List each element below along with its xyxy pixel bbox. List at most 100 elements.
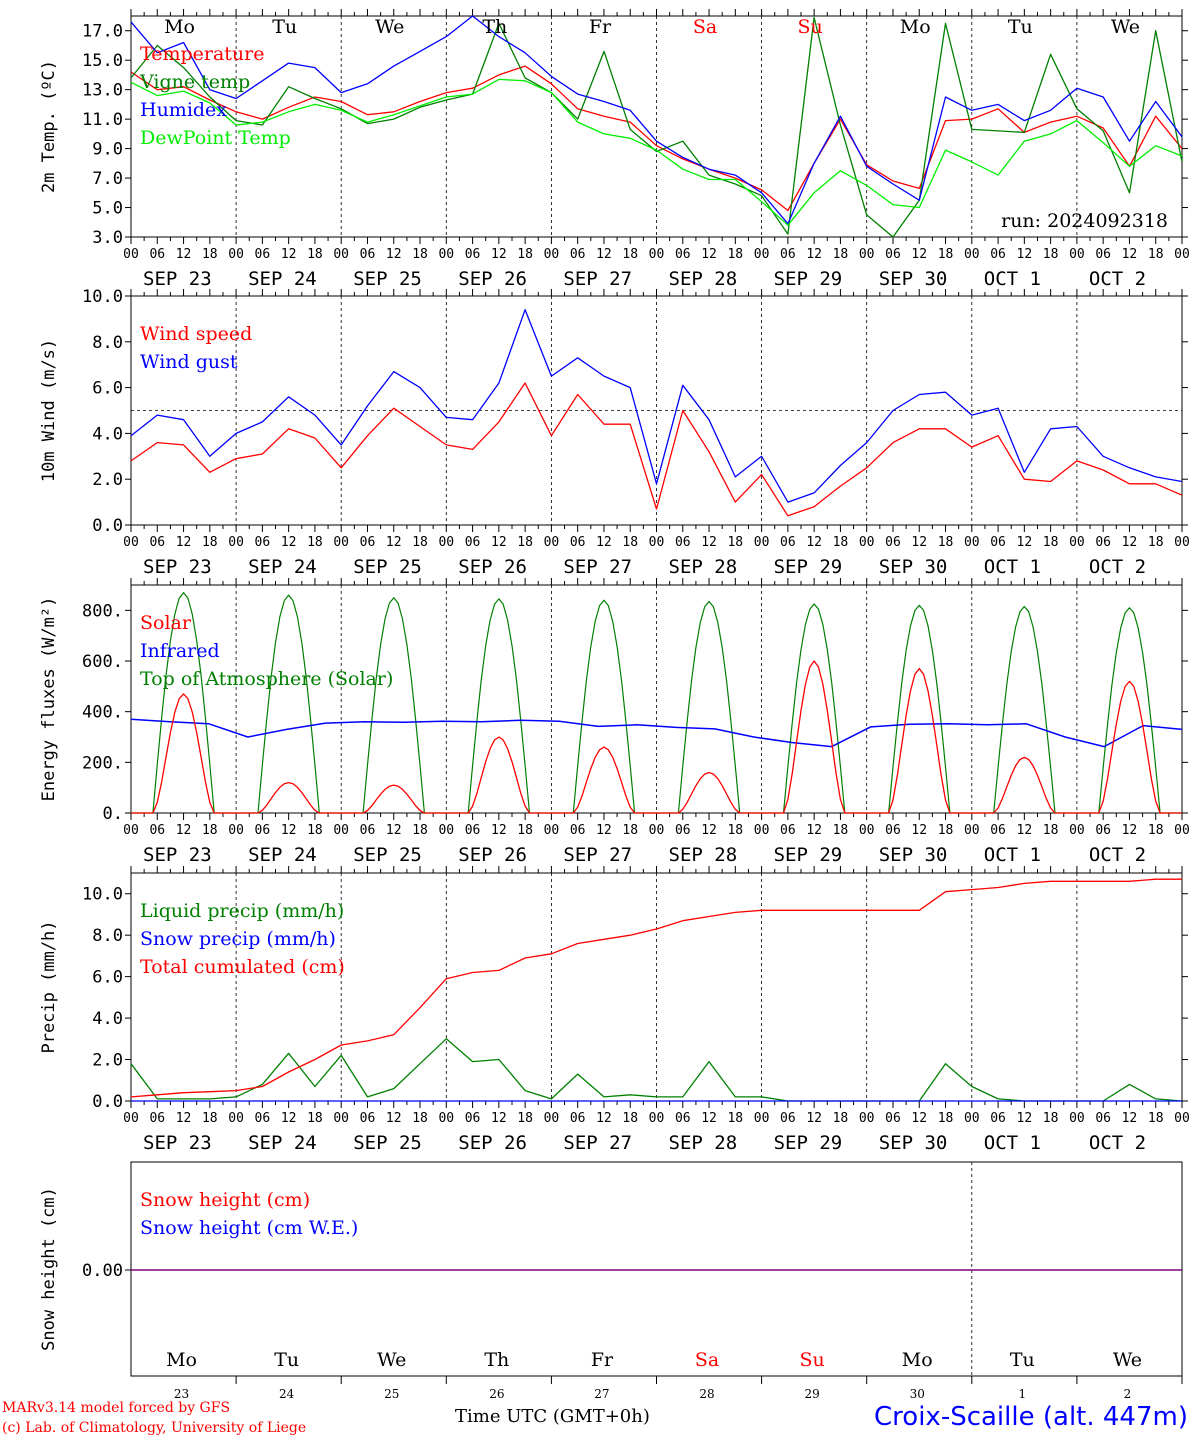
date-label: SEP 29 <box>774 268 843 290</box>
date-label: OCT 2 <box>1089 556 1146 578</box>
weekday-label: Mo <box>902 1349 933 1371</box>
hour-tick-label: 00 <box>228 247 244 262</box>
model-credit: MARv3.14 model forced by GFS <box>2 1400 231 1416</box>
hour-tick-label: 00 <box>1069 1111 1085 1126</box>
legend-entry: Wind gust <box>140 351 238 373</box>
hour-tick-label: 12 <box>281 535 297 550</box>
date-label: OCT 1 <box>984 1132 1041 1154</box>
series-line <box>130 878 1182 1098</box>
hour-tick-label: 12 <box>1017 535 1033 550</box>
date-label: SEP 29 <box>774 844 843 866</box>
y-tick-label: 2.0 <box>92 1051 123 1071</box>
date-label: SEP 27 <box>563 1132 632 1154</box>
hour-tick-label: 18 <box>833 535 849 550</box>
hour-tick-label: 06 <box>990 247 1006 262</box>
y-tick-label: 9.0 <box>92 140 123 160</box>
weekday-label: Fr <box>591 1349 614 1371</box>
hour-tick-label: 06 <box>149 247 165 262</box>
hour-tick-label: 06 <box>675 1111 691 1126</box>
hour-tick-label: 06 <box>149 1111 165 1126</box>
hour-tick-label: 00 <box>754 1111 770 1126</box>
day-number-label: 28 <box>699 1387 714 1401</box>
hour-tick-label: 00 <box>859 247 875 262</box>
legend-entry: Infrared <box>140 640 220 662</box>
hour-tick-label: 00 <box>1069 823 1085 838</box>
date-label: OCT 1 <box>984 268 1041 290</box>
date-label: SEP 28 <box>669 556 738 578</box>
hour-tick-label: 18 <box>727 535 743 550</box>
hour-tick-label: 18 <box>1043 1111 1059 1126</box>
hour-tick-label: 06 <box>990 823 1006 838</box>
hour-tick-label: 00 <box>123 247 139 262</box>
hour-tick-label: 00 <box>1174 535 1190 550</box>
weekday-label: We <box>377 1349 406 1371</box>
hour-tick-label: 18 <box>938 247 954 262</box>
hour-tick-label: 12 <box>806 823 822 838</box>
lab-credit: (c) Lab. of Climatology, University of L… <box>2 1420 307 1436</box>
hour-tick-label: 12 <box>281 1111 297 1126</box>
date-label: SEP 24 <box>248 556 317 578</box>
hour-tick-label: 00 <box>333 1111 349 1126</box>
hour-tick-label: 06 <box>465 535 481 550</box>
hour-tick-label: 06 <box>885 247 901 262</box>
y-tick-label: 8.0 <box>92 926 123 946</box>
hour-tick-label: 12 <box>596 823 612 838</box>
y-tick-label: 5.0 <box>92 199 123 219</box>
hour-tick-label: 18 <box>622 1111 638 1126</box>
hour-tick-label: 06 <box>465 247 481 262</box>
hour-tick-label: 12 <box>491 247 507 262</box>
legend-entry: Snow precip (mm/h) <box>140 928 336 950</box>
hour-tick-label: 06 <box>360 535 376 550</box>
hour-tick-label: 00 <box>544 247 560 262</box>
hour-tick-label: 06 <box>780 247 796 262</box>
hour-tick-label: 06 <box>465 823 481 838</box>
date-label: SEP 29 <box>774 1132 843 1154</box>
hour-tick-label: 18 <box>833 1111 849 1126</box>
date-label: SEP 23 <box>143 556 212 578</box>
hour-tick-label: 18 <box>938 1111 954 1126</box>
y-tick-label: 3.0 <box>92 228 123 248</box>
hour-tick-label: 12 <box>911 1111 927 1126</box>
hour-tick-label: 12 <box>281 247 297 262</box>
hour-tick-label: 18 <box>307 823 323 838</box>
y-tick-label: 11.0 <box>82 110 123 130</box>
hour-tick-label: 06 <box>360 1111 376 1126</box>
date-label: SEP 26 <box>458 844 527 866</box>
hour-tick-label: 18 <box>517 247 533 262</box>
legend-entry: Total cumulated (cm) <box>140 956 345 978</box>
date-label: SEP 23 <box>143 844 212 866</box>
weekday-label: Fr <box>589 16 612 38</box>
hour-tick-label: 12 <box>596 1111 612 1126</box>
hour-tick-label: 18 <box>1043 247 1059 262</box>
date-label: SEP 26 <box>458 556 527 578</box>
hour-tick-label: 18 <box>727 247 743 262</box>
hour-tick-label: 18 <box>202 535 218 550</box>
hour-tick-label: 18 <box>1148 247 1164 262</box>
weekday-label: Su <box>800 1349 825 1371</box>
legend-entry: DewPoint Temp <box>140 127 291 149</box>
hour-tick-label: 06 <box>675 247 691 262</box>
hour-tick-label: 00 <box>333 535 349 550</box>
hour-tick-label: 18 <box>1148 535 1164 550</box>
hour-tick-label: 12 <box>386 823 402 838</box>
hour-tick-label: 06 <box>360 247 376 262</box>
hour-tick-label: 18 <box>412 535 428 550</box>
y-tick-label: 6.0 <box>92 379 123 399</box>
y-axis-label: 10m Wind (m/s) <box>39 339 59 482</box>
legend-entry: Temperature <box>140 43 264 65</box>
hour-tick-label: 00 <box>859 535 875 550</box>
date-label: SEP 26 <box>458 1132 527 1154</box>
hour-tick-label: 06 <box>885 535 901 550</box>
day-number-label: 26 <box>489 1387 504 1401</box>
y-tick-label: 0.00 <box>82 1261 123 1281</box>
hour-tick-label: 12 <box>176 535 192 550</box>
weekday-label: Tu <box>274 1349 299 1371</box>
date-label: SEP 30 <box>879 556 948 578</box>
date-label: OCT 1 <box>984 556 1041 578</box>
hour-tick-label: 00 <box>228 1111 244 1126</box>
y-tick-label: 600. <box>82 652 123 672</box>
hour-tick-label: 06 <box>570 247 586 262</box>
day-number-label: 30 <box>910 1387 925 1401</box>
day-number-label: 23 <box>174 1387 189 1401</box>
weekday-label: Su <box>798 16 823 38</box>
